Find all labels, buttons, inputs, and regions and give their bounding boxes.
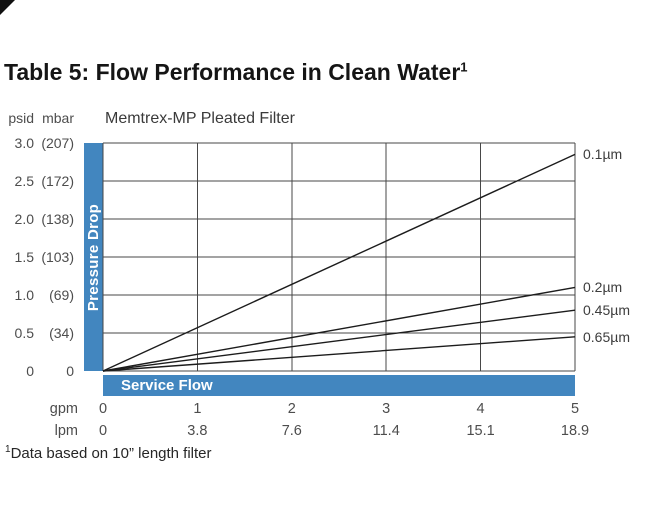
page-title: Table 5: Flow Performance in Clean Water… [4, 59, 468, 86]
x-axis-gpm-row: gpm 0 1 2 3 4 5 [0, 401, 650, 419]
x-unit-lpm: lpm [54, 423, 78, 439]
y-unit-mbar: mbar [42, 110, 74, 126]
gpm-tick: 1 [193, 401, 202, 417]
y-tick-row: 1.0 (69) [6, 287, 74, 303]
lpm-tick: 7.6 [281, 423, 302, 439]
y-tick-row: 0 0 [6, 363, 74, 379]
footnote-superscript: 1 [5, 444, 11, 455]
x-axis-label: Service Flow [121, 377, 213, 394]
y-tick-psid: 1.5 [14, 249, 34, 265]
y-tick-row: 1.5 (103) [6, 249, 74, 265]
plot-area [102, 142, 576, 372]
series-labels: 0.1µm 0.2µm 0.45µm 0.65µm [583, 143, 647, 371]
page-corner-mark [0, 0, 15, 15]
y-tick-mbar: (207) [41, 135, 74, 151]
y-tick-mbar: (34) [49, 325, 74, 341]
series-label-0-1um: 0.1µm [583, 146, 623, 163]
y-unit-psid: psid [8, 110, 34, 126]
series-label-0-65um: 0.65µm [583, 328, 630, 345]
footnote-text: Data based on 10” length filter [10, 445, 212, 462]
x-axis-lpm-row: lpm 0 3.8 7.6 11.4 15.1 18.9 [0, 423, 650, 441]
y-tick-row: 2.0 (138) [6, 211, 74, 227]
page-title-superscript: 1 [460, 59, 468, 75]
y-tick-psid: 0 [26, 363, 34, 379]
lpm-tick: 15.1 [466, 423, 495, 439]
y-tick-row: 2.5 (172) [6, 173, 74, 189]
y-tick-mbar: (172) [41, 173, 74, 189]
y-axis-label: Pressure Drop [85, 203, 102, 311]
y-tick-psid: 2.0 [14, 211, 34, 227]
lpm-tick: 3.8 [187, 423, 208, 439]
chart-title: Memtrex-MP Pleated Filter [105, 110, 295, 127]
gpm-tick: 0 [98, 401, 108, 417]
pressure-drop-axis-bar: Pressure Drop [84, 143, 103, 371]
lpm-tick: 0 [98, 423, 108, 439]
y-tick-psid: 2.5 [14, 173, 34, 189]
y-tick-psid: 1.0 [14, 287, 34, 303]
y-axis-units-header: psid mbar [6, 110, 74, 126]
series-label-0-2um: 0.2µm [583, 279, 623, 296]
series-label-0-45um: 0.45µm [583, 302, 630, 319]
y-tick-psid: 3.0 [14, 135, 34, 151]
lpm-tick: 11.4 [372, 423, 400, 439]
y-axis-tick-labels: 3.0 (207) 2.5 (172) 2.0 (138) 1.5 (103) … [6, 135, 74, 379]
y-tick-mbar: (69) [49, 287, 74, 303]
gpm-tick: 4 [476, 401, 485, 417]
lpm-tick: 18.9 [560, 423, 590, 439]
gpm-tick: 5 [570, 401, 580, 417]
y-tick-mbar: (138) [41, 211, 74, 227]
service-flow-axis-bar: Service Flow [103, 375, 575, 396]
gpm-tick: 3 [382, 401, 391, 417]
y-tick-psid: 0.5 [14, 325, 34, 341]
y-tick-row: 0.5 (34) [6, 325, 74, 341]
page-title-text: Table 5: Flow Performance in Clean Water [4, 59, 461, 86]
y-tick-mbar: (103) [41, 249, 74, 265]
y-tick-mbar: 0 [66, 363, 74, 379]
gpm-tick: 2 [287, 401, 296, 417]
y-tick-row: 3.0 (207) [6, 135, 74, 151]
footnote: 1Data based on 10” length filter [5, 444, 212, 462]
x-unit-gpm: gpm [49, 401, 78, 417]
